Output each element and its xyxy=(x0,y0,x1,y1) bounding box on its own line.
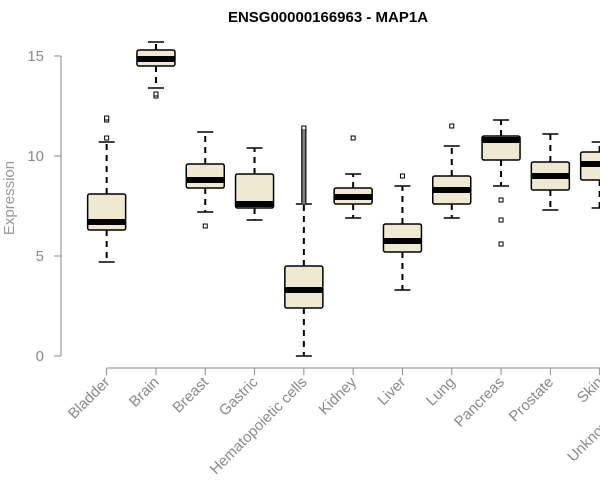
outlier-point xyxy=(498,217,504,223)
y-tick-label: 10 xyxy=(27,148,44,165)
x-tick-label: Pancreas xyxy=(451,374,508,431)
x-tick-label: Skin xyxy=(574,374,600,407)
y-tick-label: 5 xyxy=(36,248,44,265)
x-tick-label: Prostate xyxy=(506,374,558,426)
x-tick-label: Hematopoietic cells xyxy=(207,374,311,478)
x-tick-label: Breast xyxy=(169,373,212,416)
box-pancreas xyxy=(481,119,521,247)
box-breast xyxy=(185,131,225,229)
x-tick-label: Lung xyxy=(423,374,459,410)
x-tick-label: Kidney xyxy=(316,373,361,418)
box-iqr xyxy=(234,173,275,209)
box-gastric xyxy=(234,147,275,221)
y-tick-label: 0 xyxy=(36,348,44,365)
outlier-point xyxy=(399,173,405,179)
outlier-point xyxy=(498,241,504,247)
outlier-point xyxy=(350,135,356,141)
y-axis: 0 5 10 15 xyxy=(27,48,62,365)
box-bladder xyxy=(86,115,127,263)
boxes xyxy=(86,41,600,357)
outlier-point xyxy=(153,91,159,97)
outlier-point xyxy=(104,135,110,141)
y-axis-label: Expression xyxy=(1,161,18,235)
box-lung xyxy=(432,123,472,219)
y-tick-label: 15 xyxy=(27,48,44,65)
box-iqr xyxy=(185,163,225,189)
outlier-point xyxy=(202,223,208,229)
box-skin xyxy=(579,141,600,209)
x-tick-label: Brain xyxy=(126,374,163,411)
chart-title: ENSG00000166963 - MAP1A xyxy=(228,9,428,26)
x-tick-label: Bladder xyxy=(65,374,114,423)
box-prostate xyxy=(530,133,571,211)
x-tick-label: Liver xyxy=(374,374,409,409)
outlier-point xyxy=(104,115,110,121)
box-brain xyxy=(136,41,176,99)
x-tick-label: Gastric xyxy=(216,373,262,419)
box-hematopoietic-cells xyxy=(284,125,324,357)
outlier-point xyxy=(301,125,307,131)
outlier-point xyxy=(449,123,455,129)
box-liver xyxy=(382,173,423,291)
outlier-point xyxy=(498,197,504,203)
box-kidney xyxy=(333,135,373,219)
